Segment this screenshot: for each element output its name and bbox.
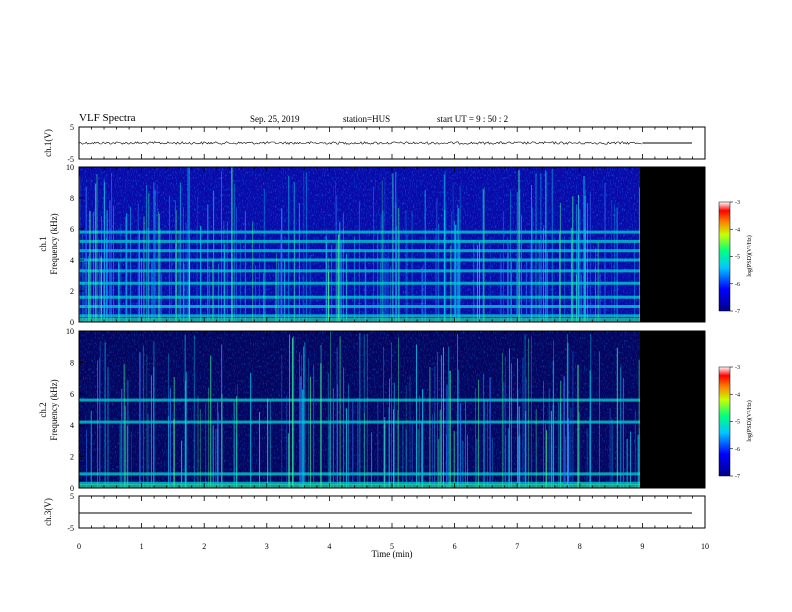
y-tick-label: -5 xyxy=(67,524,74,533)
ch2-spectrogram-channel-label: ch.2 xyxy=(38,402,48,417)
y-tick-label: 5 xyxy=(70,492,74,501)
y-tick-label: 4 xyxy=(70,256,74,265)
ch1-waveform-line xyxy=(78,141,642,145)
ch1-spectrogram-panel xyxy=(78,166,706,323)
emission-band xyxy=(79,472,643,476)
emission-band xyxy=(79,420,643,424)
x-tick-label: 6 xyxy=(453,542,457,551)
ch2-spectrogram-ylabel: Frequency (kHz) xyxy=(49,379,59,440)
ch3-waveform-ylabel: ch.3(V) xyxy=(43,498,53,526)
ch1-no-data-region xyxy=(640,167,705,322)
x-tick-label: 7 xyxy=(515,542,519,551)
ch2-colorbar: -3 -4 -5 -6 -7 log(PSD)(V²/Hz) xyxy=(718,365,753,480)
colorbar-tick-label: -7 xyxy=(735,474,740,480)
emission-band xyxy=(79,239,643,243)
y-tick-label: 6 xyxy=(70,390,74,399)
y-tick-label: 0 xyxy=(70,484,74,493)
y-tick-label: 10 xyxy=(66,163,74,172)
colorbar-tick-label: -7 xyxy=(735,309,740,315)
chart-title: VLF Spectra xyxy=(79,112,136,124)
x-tick-label: 1 xyxy=(140,542,144,551)
y-tick-label: 0 xyxy=(70,318,74,327)
x-tick-label: 2 xyxy=(202,542,206,551)
emission-band xyxy=(79,295,643,299)
colorbar-tick-label: -5 xyxy=(735,420,740,426)
y-tick-label: 6 xyxy=(70,225,74,234)
emission-band xyxy=(79,258,643,262)
ch2-colorbar-label: log(PSD)(V²/Hz) xyxy=(746,400,753,441)
x-tick-label: 8 xyxy=(578,542,582,551)
emission-band xyxy=(79,398,643,402)
emission-band xyxy=(79,481,643,485)
colorbar-tick-label: -3 xyxy=(735,200,740,206)
colorbar-tick-label: -5 xyxy=(735,255,740,261)
ch1-colorbar-label: log(PSD)(V²/Hz) xyxy=(746,235,753,276)
ch1-waveform-panel xyxy=(78,126,706,160)
x-axis-label: Time (min) xyxy=(372,549,413,559)
y-tick-label: 5 xyxy=(70,123,74,132)
ch2-no-data-region xyxy=(640,331,705,488)
y-tick-label: 2 xyxy=(70,287,74,296)
y-tick-label: 10 xyxy=(66,327,74,336)
colorbar-tick-label: -3 xyxy=(735,365,740,371)
x-tick-label: 5 xyxy=(390,542,394,551)
low-frequency-band xyxy=(79,484,643,488)
emission-band xyxy=(79,269,643,273)
ch1-noise-texture xyxy=(79,167,640,322)
low-frequency-band xyxy=(79,318,643,322)
y-tick-label: 8 xyxy=(70,194,74,203)
y-tick-label: -5 xyxy=(67,155,74,164)
colorbar-tick-label: -6 xyxy=(735,282,740,288)
x-tick-label: 0 xyxy=(77,542,81,551)
emission-band xyxy=(79,305,643,308)
x-tick-label: 10 xyxy=(701,542,709,551)
x-tick-label: 4 xyxy=(327,542,331,551)
start-time-label: start UT = 9 : 50 : 2 xyxy=(437,114,509,124)
emission-band xyxy=(79,314,643,318)
emission-band xyxy=(79,281,643,285)
ch1-colorbar: -3 -4 -5 -6 -7 log(PSD)(V²/Hz) xyxy=(718,200,753,315)
emission-band xyxy=(79,230,643,234)
ch1-spectrogram-marks xyxy=(79,167,643,322)
x-tick-label: 3 xyxy=(265,542,269,551)
ch1-spectrogram-ylabel: Frequency (kHz) xyxy=(49,213,59,274)
colorbar-tick-label: -6 xyxy=(735,447,740,453)
colorbar-tick-label: -4 xyxy=(735,392,740,398)
y-tick-label: 4 xyxy=(70,421,74,430)
emission-band xyxy=(79,249,643,253)
x-tick-label: 9 xyxy=(640,542,644,551)
ch2-spectrogram-panel xyxy=(78,330,706,489)
ch1-waveform-ylabel: ch.1(V) xyxy=(43,129,53,157)
station-label: station=HUS xyxy=(343,114,391,124)
ch2-spectrogram-marks xyxy=(79,331,643,488)
y-tick-label: 2 xyxy=(70,453,74,462)
y-tick-label: 8 xyxy=(70,358,74,367)
ch1-waveform-trace xyxy=(78,141,692,145)
ch1-spectrogram-channel-label: ch.1 xyxy=(38,236,48,251)
colorbar-tick-label: -4 xyxy=(735,227,740,233)
date-label: Sep. 25, 2019 xyxy=(250,114,300,124)
